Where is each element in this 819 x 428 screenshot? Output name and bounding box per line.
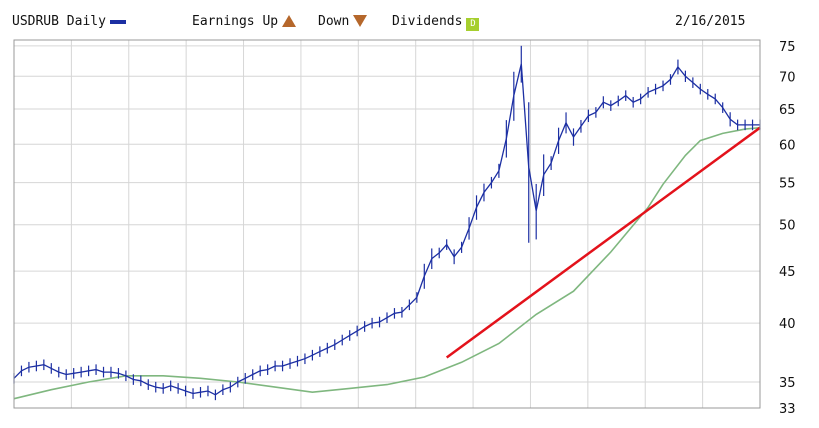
earnings-up-label: Earnings Up xyxy=(192,14,279,29)
y-tick-label: 35 xyxy=(779,376,796,391)
dividends-label: Dividends xyxy=(392,14,463,29)
symbol-label: USDRUB Daily xyxy=(12,14,106,29)
y-tick-label: 55 xyxy=(779,177,796,192)
earnings-up-legend: Earnings Up xyxy=(192,14,297,29)
chart-date: 2/16/2015 xyxy=(675,14,746,29)
y-tick-label: 40 xyxy=(779,317,796,332)
series-layer xyxy=(13,45,761,401)
price-series xyxy=(13,45,761,401)
dividend-icon-letter: D xyxy=(470,19,476,29)
y-tick-label: 33 xyxy=(779,402,796,417)
y-tick-label: 75 xyxy=(779,40,796,55)
y-tick-label: 45 xyxy=(779,265,796,280)
dividends-legend: Dividends D xyxy=(392,14,480,31)
earnings-down-icon xyxy=(353,15,368,27)
y-tick-label: 60 xyxy=(779,138,796,153)
y-tick-label: 70 xyxy=(779,70,796,85)
grid-lines xyxy=(14,40,760,408)
y-axis: 75 70 65 60 55 50 45 40 35 33 xyxy=(779,40,796,417)
earnings-down-label: Down xyxy=(318,14,350,29)
chart-header: USDRUB Daily Earnings Up Down Dividends D… xyxy=(12,14,759,34)
price-line xyxy=(13,63,760,396)
dividend-icon: D xyxy=(466,18,480,31)
earnings-up-icon xyxy=(282,15,297,27)
price-series-swatch xyxy=(109,19,126,24)
y-tick-label: 65 xyxy=(779,103,796,118)
plot-frame xyxy=(13,39,761,409)
moving-average-line xyxy=(13,126,761,400)
y-tick-label: 50 xyxy=(779,219,796,234)
symbol-legend: USDRUB Daily xyxy=(12,14,126,29)
trend-line xyxy=(445,126,761,359)
earnings-down-legend: Down xyxy=(318,14,368,29)
